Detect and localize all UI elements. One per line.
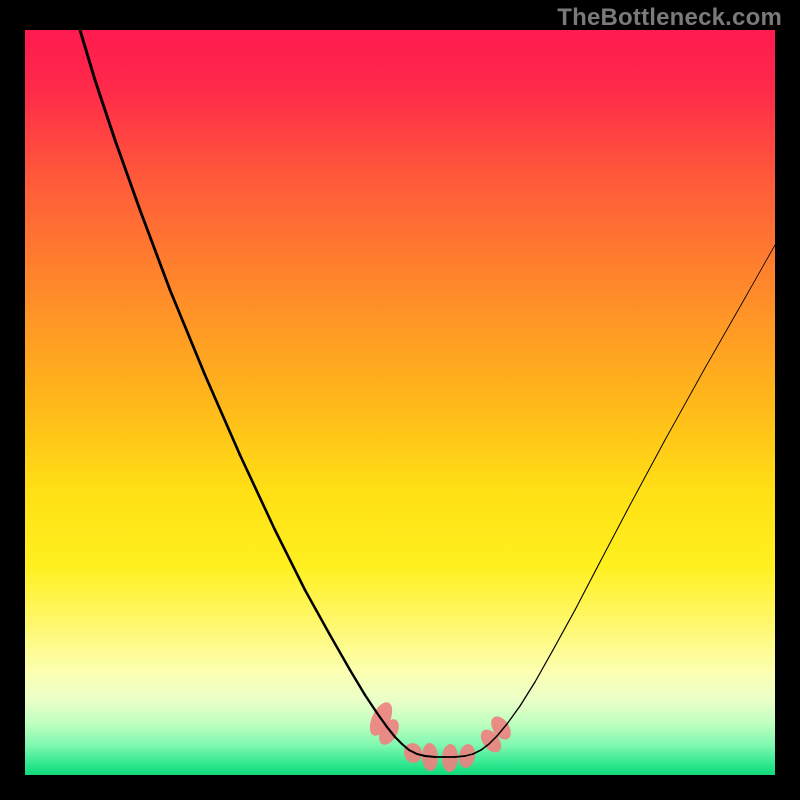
watermark-text: TheBottleneck.com — [557, 4, 782, 32]
bottleneck-curve — [25, 30, 775, 775]
valley-marker-group — [365, 699, 515, 772]
chart-frame: TheBottleneck.com — [0, 0, 800, 800]
curve-line-group — [80, 30, 775, 757]
plot-area — [25, 30, 775, 775]
